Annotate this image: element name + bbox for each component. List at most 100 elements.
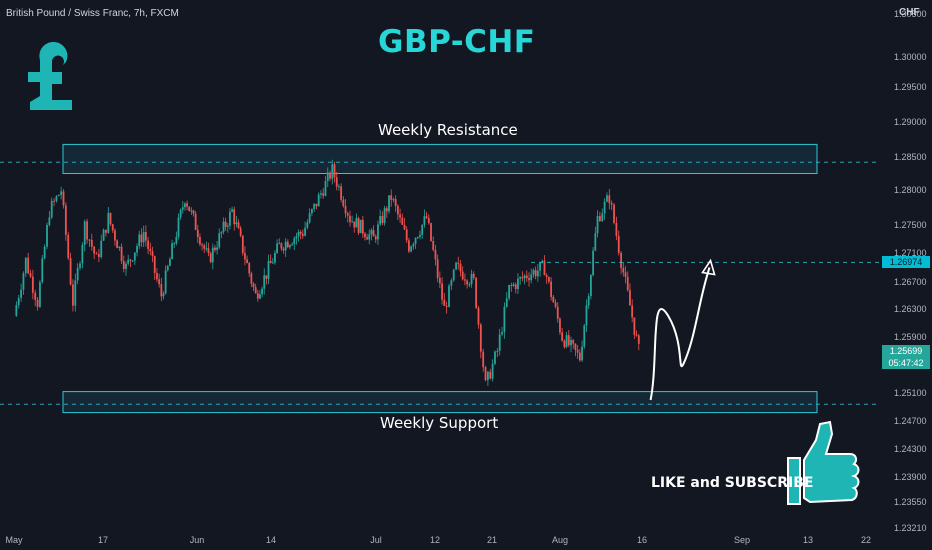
candle-body <box>635 334 638 336</box>
zones <box>62 143 818 414</box>
time-tick-label: 12 <box>430 535 440 545</box>
support-zone <box>62 391 818 414</box>
candle-body <box>344 205 347 214</box>
candle-body <box>340 186 343 200</box>
candle-body <box>237 222 240 229</box>
candle-body <box>46 224 48 247</box>
candle-body <box>109 212 112 225</box>
candle-body <box>464 279 466 281</box>
candle-body <box>554 302 557 307</box>
time-axis[interactable]: May 17 Jun 14 Jul 12 21 Aug 16 Sep 13 22 <box>5 535 871 545</box>
candle-body <box>441 283 443 300</box>
candle-body <box>355 218 358 228</box>
candle-body <box>246 259 248 264</box>
candle-body <box>142 232 145 243</box>
candle-body <box>559 318 561 333</box>
candle-body <box>29 273 32 277</box>
candle-body <box>41 258 44 283</box>
candle-body <box>216 247 218 251</box>
candle-body <box>153 256 156 273</box>
price-axis[interactable]: 1.30500 1.30000 1.29500 1.29000 1.28500 1.280… <box>894 9 927 533</box>
candle-body <box>24 257 27 274</box>
chart-title: GBP-CHF <box>378 24 536 60</box>
candle-body <box>100 240 103 258</box>
candle-body <box>64 205 67 235</box>
candle-body <box>425 216 428 218</box>
candle-body <box>60 191 63 195</box>
candle-body <box>372 230 375 237</box>
level-price-tag[interactable]: 1.26974 <box>882 256 930 268</box>
time-tick-label: 14 <box>266 535 276 545</box>
thumbs-up-icon <box>787 420 860 505</box>
candle-body <box>274 252 276 263</box>
candle-body <box>267 260 270 279</box>
candle-body <box>501 331 503 335</box>
candle-body <box>265 275 268 279</box>
price-tick-label: 1.25100 <box>894 388 927 398</box>
candle-body <box>284 241 287 251</box>
time-tick-label: 21 <box>487 535 497 545</box>
candle-body <box>162 293 165 297</box>
candle-body <box>615 222 618 236</box>
candle-body <box>205 248 208 250</box>
candle-body <box>576 350 579 353</box>
candle-body <box>226 225 229 227</box>
candle-body <box>192 210 195 214</box>
candle-body <box>461 271 464 280</box>
candle-body <box>276 243 279 253</box>
candle-body <box>396 206 399 215</box>
candle-body <box>107 212 110 233</box>
candle-body <box>308 213 311 223</box>
candle-body <box>151 251 154 257</box>
time-tick-label: Aug <box>552 535 568 545</box>
candle-body <box>81 244 84 264</box>
time-tick-label: 17 <box>98 535 108 545</box>
candle-body <box>149 249 152 252</box>
candle-body <box>15 305 18 316</box>
levels <box>0 161 880 405</box>
pound-sign-icon <box>28 41 72 110</box>
candle-body <box>379 216 382 225</box>
candle-body <box>359 219 362 234</box>
candle-body <box>603 201 606 214</box>
candles <box>15 159 640 387</box>
candle-body <box>534 270 537 277</box>
candle-body <box>133 252 136 261</box>
candle-body <box>517 278 519 290</box>
candle-body <box>567 335 570 346</box>
candle-body <box>385 208 388 212</box>
candle-body <box>419 234 421 237</box>
candle-body <box>147 240 149 250</box>
candle-body <box>436 259 439 278</box>
price-tick-label: 1.24300 <box>894 444 927 454</box>
price-tick-label: 1.23900 <box>894 472 927 482</box>
candle-body <box>39 282 41 307</box>
candle-body <box>203 245 206 249</box>
candle-body <box>102 229 105 241</box>
candle-body <box>434 250 437 260</box>
symbol-title: British Pound / Swiss Franc, 7h, FXCM <box>6 8 179 19</box>
candle-body <box>521 277 524 279</box>
candle-body <box>414 237 417 245</box>
candle-body <box>392 199 395 201</box>
resistance-label: Weekly Resistance <box>378 121 518 139</box>
candle-body <box>528 278 530 281</box>
candle-body <box>177 217 180 237</box>
candle-body <box>512 284 515 286</box>
candle-body <box>581 346 583 361</box>
last-price-tag[interactable]: 1.25699 05:47:42 <box>882 345 930 369</box>
candle-body <box>620 252 623 268</box>
candle-body <box>448 285 450 307</box>
candle-body <box>329 172 331 179</box>
candle-body <box>34 292 37 300</box>
candle-body <box>629 290 631 306</box>
bar-countdown: 05:47:42 <box>888 358 924 368</box>
price-tick-label: 1.28500 <box>894 152 927 162</box>
candle-body <box>27 257 30 274</box>
candle-body <box>489 371 492 379</box>
candle-body <box>293 238 296 245</box>
candle-body <box>617 235 620 253</box>
candle-body <box>95 253 98 255</box>
candle-body <box>127 259 130 264</box>
candle-body <box>181 207 184 210</box>
